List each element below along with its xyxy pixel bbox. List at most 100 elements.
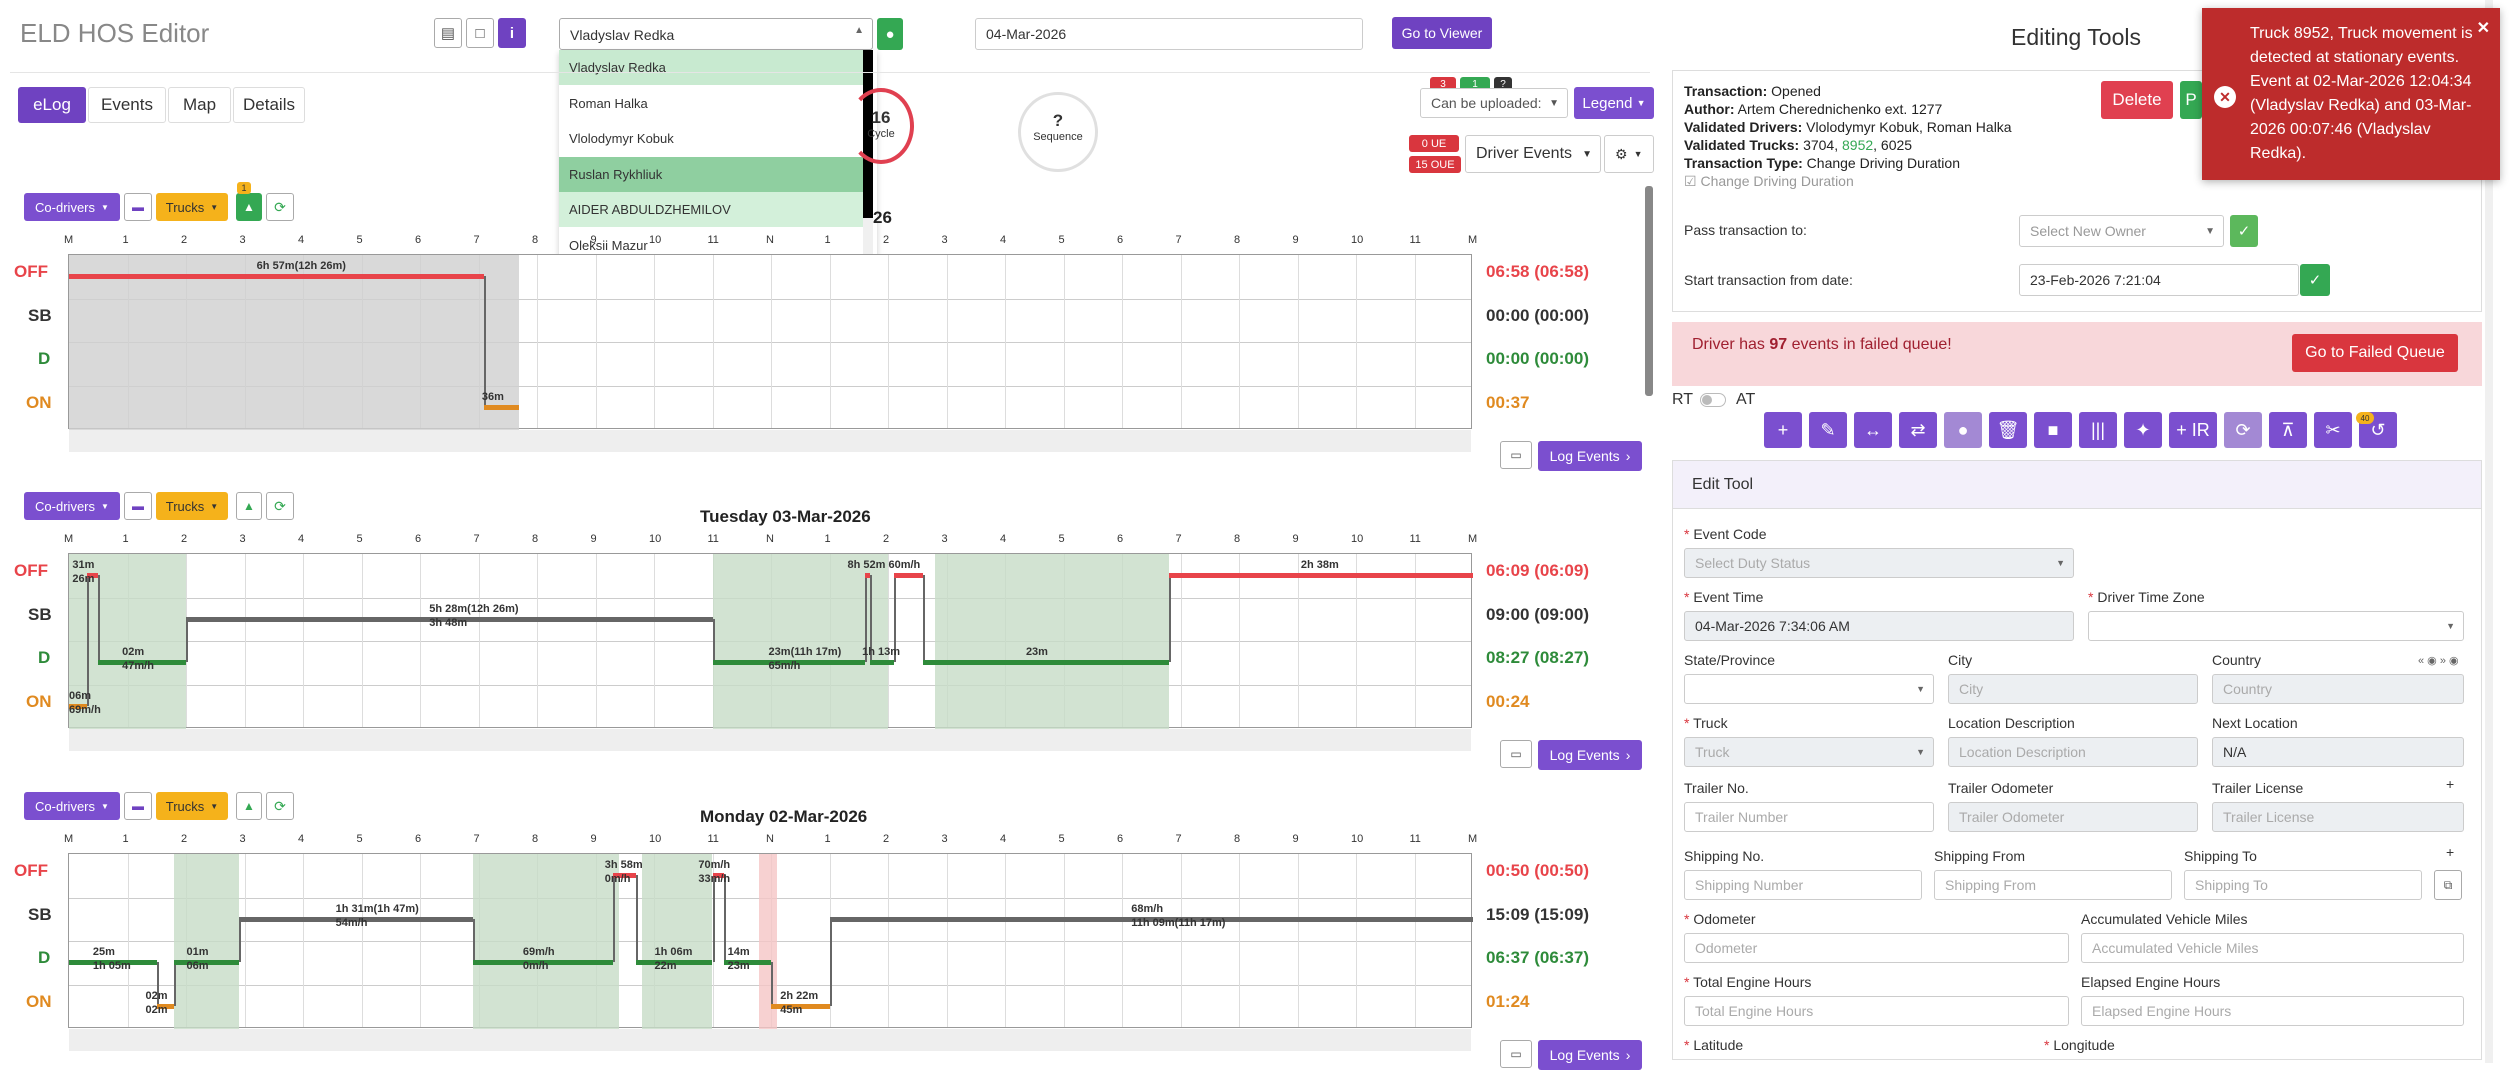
driver-user-button[interactable]: ● [877, 18, 903, 50]
driver-option[interactable]: Vladyslav Redka [559, 50, 863, 85]
duty-segment[interactable] [613, 873, 637, 878]
state-input[interactable]: ▼ [1684, 674, 1934, 704]
delete-button[interactable]: Delete [2101, 81, 2173, 119]
duty-segment[interactable] [69, 960, 157, 965]
duty-segment[interactable] [86, 573, 99, 578]
settings-button[interactable]: ⚙ ▼ [1604, 135, 1654, 173]
duty-segment[interactable] [472, 960, 614, 965]
truck-input[interactable]: Truck ▼ [1684, 737, 1934, 767]
driver-option[interactable]: Roman Halka [559, 85, 863, 121]
duty-segment[interactable] [923, 660, 1169, 665]
add-tool-icon[interactable]: + [1764, 412, 1802, 448]
owner-select[interactable]: Select New Owner ▼ [2019, 215, 2224, 247]
odometer-input[interactable]: Odometer [1684, 933, 2069, 963]
tab-events[interactable]: Events [88, 87, 166, 123]
trash-tool-icon[interactable]: 🗑 [1989, 412, 2027, 448]
duty-segment[interactable] [712, 660, 865, 665]
refresh-icon[interactable]: ⟳ [266, 492, 294, 520]
ship_from-input[interactable]: Shipping From [1934, 870, 2172, 900]
move-tool-icon[interactable]: ↔ [1854, 412, 1892, 448]
refresh-icon[interactable]: ⟳ [266, 792, 294, 820]
city-input[interactable]: City [1948, 674, 2198, 704]
truck-icon[interactable]: ▬ [124, 193, 152, 221]
document-icon[interactable]: ▤ [434, 18, 462, 48]
duty-segment[interactable] [870, 660, 894, 665]
start-from-input[interactable]: 23-Feb-2026 7:21:04 [2019, 264, 2299, 296]
start-from-confirm-button[interactable]: ✓ [2300, 264, 2330, 296]
trucks-button[interactable]: Trucks ▼ [156, 193, 228, 221]
go-to-failed-queue-button[interactable]: Go to Failed Queue [2292, 334, 2458, 372]
add-trailer-icon[interactable]: + [2446, 776, 2455, 792]
sync-tool-icon[interactable]: ⟳ [2224, 412, 2262, 448]
rt-at-toggle[interactable] [1700, 393, 1726, 407]
upload-select[interactable]: Can be uploaded: ▼ [1420, 88, 1568, 118]
ir-tool-icon[interactable]: + IR [2169, 412, 2217, 448]
swap-tool-icon[interactable]: ⇄ [1899, 412, 1937, 448]
acc_miles-input[interactable]: Accumulated Vehicle Miles [2081, 933, 2464, 963]
info-icon[interactable]: i [498, 18, 526, 48]
tab-details[interactable]: Details [233, 87, 305, 123]
duty-segment[interactable] [724, 960, 771, 965]
log-events-button[interactable]: Log Events › [1538, 740, 1642, 770]
duty-segment[interactable] [712, 873, 725, 878]
trailer_odo-input[interactable]: Trailer Odometer [1948, 802, 2198, 832]
codrivers-button[interactable]: Co-drivers ▼ [24, 792, 120, 820]
legend-button[interactable]: Legend ▼ [1574, 87, 1654, 119]
duty-segment[interactable] [186, 617, 713, 622]
toast-close-icon[interactable]: ✕ [2476, 20, 2490, 37]
truck-add-icon[interactable]: ▲ [236, 193, 262, 221]
duty-segment[interactable] [174, 960, 239, 965]
publish-button[interactable]: P [2180, 81, 2202, 119]
duty-segment[interactable] [829, 917, 1473, 922]
country-input[interactable]: Country [2212, 674, 2464, 704]
truck-icon[interactable]: ▬ [124, 792, 152, 820]
columns-tool-icon[interactable]: ||| [2079, 412, 2117, 448]
truck-icon[interactable]: ▬ [124, 492, 152, 520]
note-icon[interactable]: □ [466, 18, 494, 48]
tab-elog[interactable]: eLog [18, 87, 86, 123]
duty-segment[interactable] [156, 1004, 175, 1009]
ship_no-input[interactable]: Shipping Number [1684, 870, 1922, 900]
location-picker-icon[interactable]: « ◉ » ◉ [2418, 655, 2459, 667]
loc_desc-input[interactable]: Location Description [1948, 737, 2198, 767]
magic-tool-icon[interactable]: ✦ [2124, 412, 2162, 448]
event_code-input[interactable]: Select Duty Status ▼ [1684, 548, 2074, 578]
duty-segment[interactable] [238, 917, 473, 922]
trucks-button[interactable]: Trucks ▼ [156, 492, 228, 520]
panel-scrollbar[interactable] [2485, 0, 2493, 1063]
driver-option[interactable]: Vlolodymyr Kobuk [559, 121, 863, 156]
driver-events-select[interactable]: Driver Events ▼ [1465, 135, 1601, 173]
duty-segment[interactable] [69, 274, 485, 279]
duty-segment[interactable] [69, 704, 87, 709]
comment-icon[interactable]: ▭ [1500, 1040, 1532, 1068]
up-tool-icon[interactable]: ⊼ [2269, 412, 2307, 448]
cut-tool-icon[interactable]: ✂ [2314, 412, 2352, 448]
duty-segment[interactable] [771, 1004, 830, 1009]
driver-select[interactable]: Vladyslav Redka ▲ [559, 18, 873, 50]
group-tool-icon[interactable]: ■ [2034, 412, 2072, 448]
duty-segment[interactable] [636, 960, 713, 965]
duty-segment[interactable] [893, 573, 924, 578]
next_loc-input[interactable]: N/A [2212, 737, 2464, 767]
duty-segment[interactable] [484, 405, 520, 410]
codrivers-button[interactable]: Co-drivers ▼ [24, 193, 120, 221]
driver-option[interactable]: AIDER ABDULDZHEMILOV [559, 192, 863, 227]
log-events-button[interactable]: Log Events › [1538, 441, 1642, 471]
trucks-button[interactable]: Trucks ▼ [156, 792, 228, 820]
trailer_no-input[interactable]: Trailer Number [1684, 802, 1934, 832]
edit-tool-icon[interactable]: ✎ [1809, 412, 1847, 448]
copy-icon[interactable]: ⧉ [2434, 870, 2462, 900]
tab-map[interactable]: Map [168, 87, 231, 123]
user-tool-icon[interactable]: ● [1944, 412, 1982, 448]
refresh-icon[interactable]: ⟳ [266, 193, 294, 221]
engine_hours-input[interactable]: Total Engine Hours [1684, 996, 2069, 1026]
main-scrollbar[interactable] [1645, 186, 1653, 396]
go-to-viewer-button[interactable]: Go to Viewer [1392, 17, 1492, 49]
comment-icon[interactable]: ▭ [1500, 740, 1532, 768]
elapsed-input[interactable]: Elapsed Engine Hours [2081, 996, 2464, 1026]
truck-add-icon[interactable]: ▲ [236, 792, 262, 820]
truck-add-icon[interactable]: ▲ [236, 492, 262, 520]
checkbox-icon[interactable]: ☑ [1684, 173, 1697, 189]
tz-input[interactable]: ▼ [2088, 611, 2464, 641]
event_time-input[interactable]: 04-Mar-2026 7:34:06 AM [1684, 611, 2074, 641]
